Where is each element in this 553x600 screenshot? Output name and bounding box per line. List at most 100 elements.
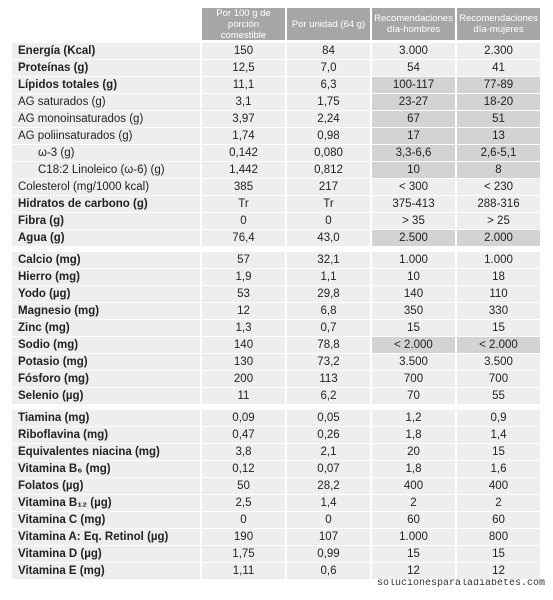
- row-label: ω-3 (g): [12, 145, 200, 161]
- value-cell: 1,6: [457, 461, 540, 477]
- value-cell: 1,74: [202, 128, 285, 144]
- value-cell: 0,6: [287, 563, 370, 579]
- value-cell: 2,24: [287, 111, 370, 127]
- value-cell: 3.000: [372, 43, 455, 59]
- value-cell: 2,6-5,1: [457, 145, 540, 161]
- value-cell: 1.000: [457, 252, 540, 268]
- table-row: Lípidos totales (g) 11,1 6,3 100-117 77-89: [12, 77, 542, 94]
- table-row: Energía (Kcal) 150 84 3.000 2.300: [12, 43, 542, 60]
- value-cell: 1,442: [202, 162, 285, 178]
- value-cell: < 230: [457, 179, 540, 195]
- value-cell: 11: [202, 388, 285, 404]
- table-row: Vitamina B₆ (mg) 0,12 0,07 1,8 1,6: [12, 461, 542, 478]
- value-cell: 12: [457, 563, 540, 579]
- value-cell: 700: [457, 371, 540, 387]
- value-cell: 23-27: [372, 94, 455, 110]
- table-row: Agua (g) 76,4 43,0 2.500 2.000: [12, 230, 542, 247]
- value-cell: 15: [457, 320, 540, 336]
- value-cell: 60: [457, 512, 540, 528]
- value-cell: 1,2: [372, 410, 455, 426]
- value-cell: 0,7: [287, 320, 370, 336]
- value-cell: 6,3: [287, 77, 370, 93]
- value-cell: 32,1: [287, 252, 370, 268]
- value-cell: 0: [287, 512, 370, 528]
- value-cell: 43,0: [287, 230, 370, 246]
- row-label: AG monoinsaturados (g): [12, 111, 200, 127]
- table-row: Fósforo (mg) 200 113 700 700: [12, 371, 542, 388]
- value-cell: 130: [202, 354, 285, 370]
- value-cell: 67: [372, 111, 455, 127]
- header-blank: [12, 8, 200, 40]
- value-cell: Tr: [202, 196, 285, 212]
- value-cell: 0,9: [457, 410, 540, 426]
- value-cell: 110: [457, 286, 540, 302]
- value-cell: 385: [202, 179, 285, 195]
- value-cell: 100-117: [372, 77, 455, 93]
- value-cell: 41: [457, 60, 540, 76]
- value-cell: 3,97: [202, 111, 285, 127]
- value-cell: 0,26: [287, 427, 370, 443]
- value-cell: 1,1: [287, 269, 370, 285]
- table-row: Folatos (µg) 50 28,2 400 400: [12, 478, 542, 495]
- value-cell: 1,8: [372, 427, 455, 443]
- row-label: Lípidos totales (g): [12, 77, 200, 93]
- row-label: Vitamina A: Eq. Retinol (µg): [12, 529, 200, 545]
- value-cell: 1.000: [372, 252, 455, 268]
- column-header: Por unidad (64 g): [287, 8, 370, 40]
- row-label: C18:2 Linoleico (ω-6) (g): [12, 162, 200, 178]
- value-cell: > 25: [457, 213, 540, 229]
- value-cell: 800: [457, 529, 540, 545]
- value-cell: 1,4: [457, 427, 540, 443]
- value-cell: 60: [372, 512, 455, 528]
- row-label: Potasio (mg): [12, 354, 200, 370]
- table-row: Colesterol (mg/1000 kcal) 385 217 < 300 < 23…: [12, 179, 542, 196]
- value-cell: 400: [372, 478, 455, 494]
- value-cell: 0,12: [202, 461, 285, 477]
- value-cell: 140: [372, 286, 455, 302]
- table-row: Vitamina D (µg) 1,75 0,99 15 15: [12, 546, 542, 563]
- value-cell: 150: [202, 43, 285, 59]
- value-cell: 12,5: [202, 60, 285, 76]
- row-label: Magnesio (mg): [12, 303, 200, 319]
- column-header: Por 100 g de porción comestible: [202, 8, 285, 41]
- value-cell: 1,75: [287, 94, 370, 110]
- value-cell: 0: [202, 512, 285, 528]
- table-row: Calcio (mg) 57 32,1 1.000 1.000: [12, 252, 542, 269]
- value-cell: 1,75: [202, 546, 285, 562]
- row-label: Selenio (µg): [12, 388, 200, 404]
- row-label: Colesterol (mg/1000 kcal): [12, 179, 200, 195]
- table-row: AG saturados (g) 3,1 1,75 23-27 18-20: [12, 94, 542, 111]
- value-cell: 15: [457, 546, 540, 562]
- value-cell: 6,2: [287, 388, 370, 404]
- value-cell: 53: [202, 286, 285, 302]
- row-label: Vitamina B₆ (mg): [12, 461, 200, 477]
- row-label: Yodo (µg): [12, 286, 200, 302]
- table-row: Magnesio (mg) 12 6,8 350 330: [12, 303, 542, 320]
- table-row: Vitamina B₁₂ (µg) 2,5 1,4 2 2: [12, 495, 542, 512]
- row-label: Energía (Kcal): [12, 43, 200, 59]
- value-cell: 28,2: [287, 478, 370, 494]
- value-cell: 3.500: [457, 354, 540, 370]
- value-cell: 70: [372, 388, 455, 404]
- row-label: Calcio (mg): [12, 252, 200, 268]
- value-cell: 51: [457, 111, 540, 127]
- table-row: Vitamina E (mg) 1,11 0,6 12 12: [12, 563, 542, 580]
- table-row: Hidratos de carbono (g) Tr Tr 375-413 288-31…: [12, 196, 542, 213]
- column-header: Recomendaciones día-hombres: [372, 8, 455, 40]
- value-cell: 54: [372, 60, 455, 76]
- value-cell: > 35: [372, 213, 455, 229]
- value-cell: 1,4: [287, 495, 370, 511]
- column-header: Recomendaciones día-mujeres: [457, 8, 540, 40]
- value-cell: 13: [457, 128, 540, 144]
- value-cell: 73,2: [287, 354, 370, 370]
- row-label: Riboflavina (mg): [12, 427, 200, 443]
- value-cell: < 2.000: [372, 337, 455, 353]
- row-label: Sodio (mg): [12, 337, 200, 353]
- value-cell: 1,3: [202, 320, 285, 336]
- row-label: Fibra (g): [12, 213, 200, 229]
- value-cell: 50: [202, 478, 285, 494]
- value-cell: 2.500: [372, 230, 455, 246]
- value-cell: 1.000: [372, 529, 455, 545]
- value-cell: 3,8: [202, 444, 285, 460]
- row-label: Fósforo (mg): [12, 371, 200, 387]
